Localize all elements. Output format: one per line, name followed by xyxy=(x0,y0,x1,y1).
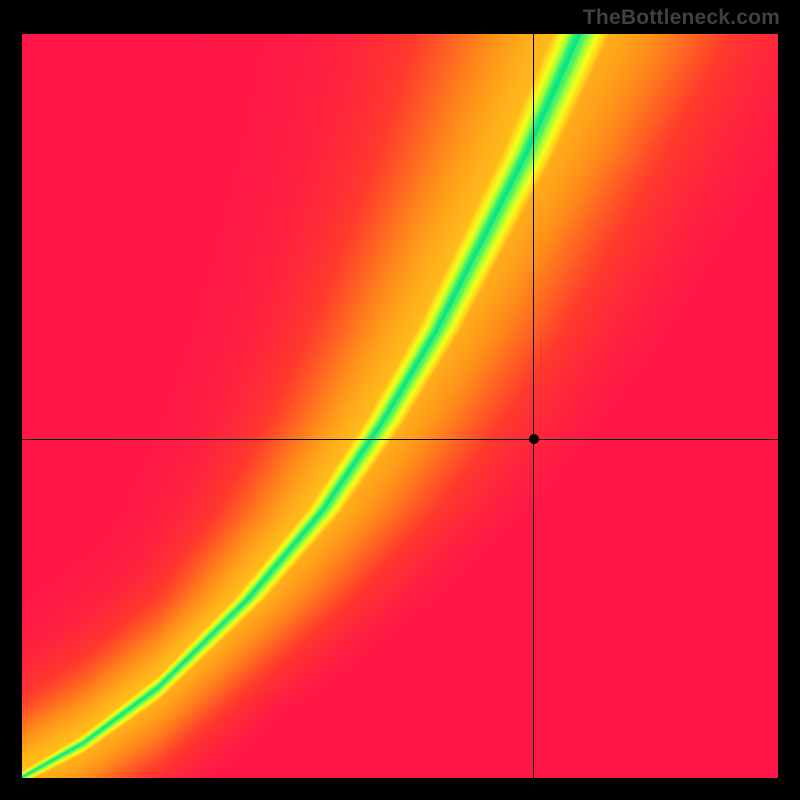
watermark-text: TheBottleneck.com xyxy=(583,6,780,30)
bottleneck-heatmap xyxy=(22,34,778,778)
heatmap-canvas xyxy=(22,34,778,778)
crosshair-horizontal xyxy=(22,439,778,440)
crosshair-vertical xyxy=(533,34,534,778)
crosshair-marker xyxy=(529,434,539,444)
